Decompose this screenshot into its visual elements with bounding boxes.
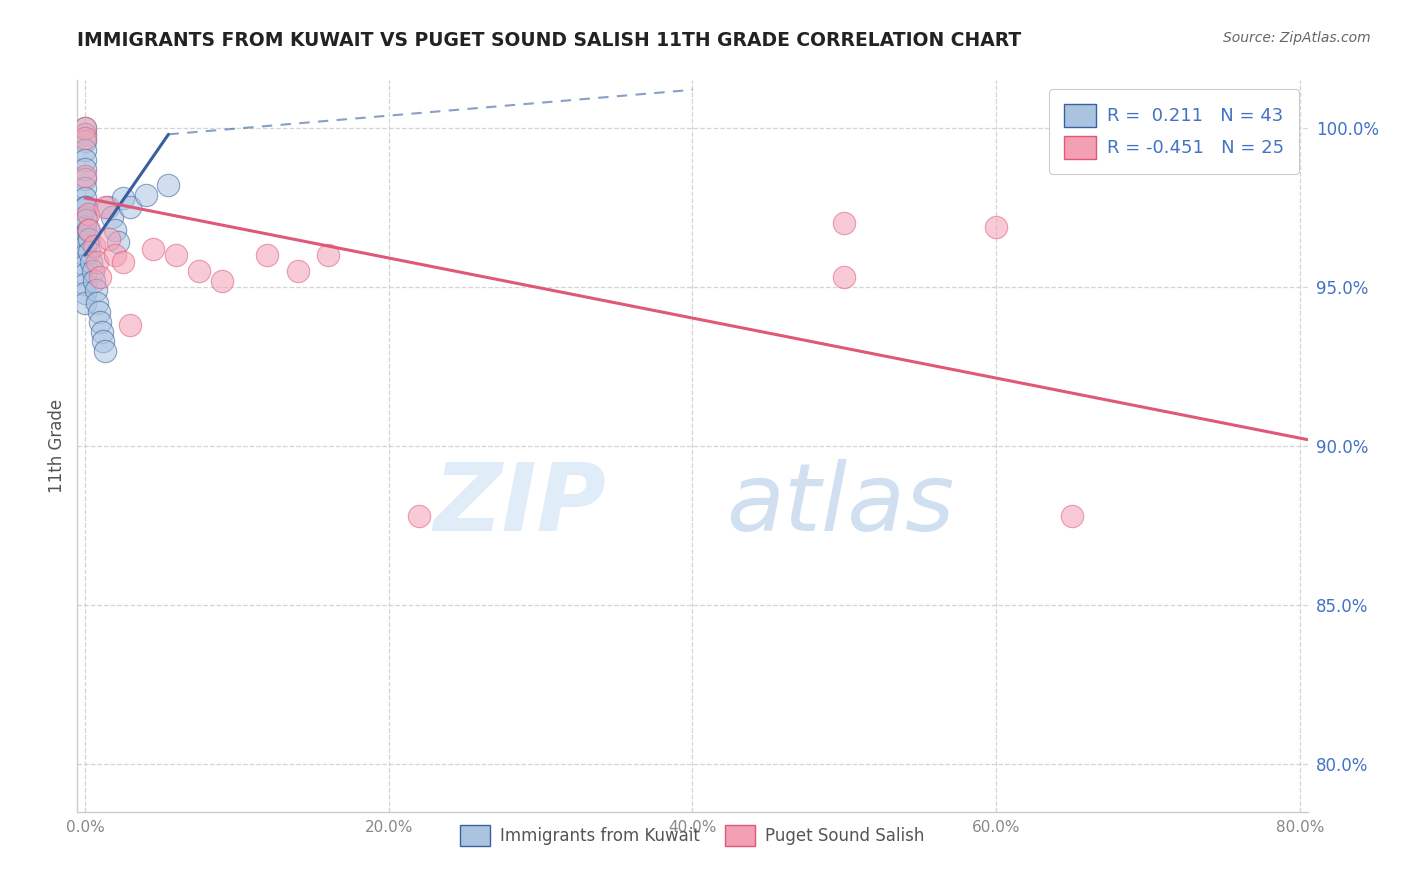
Point [91, 334, 114, 348]
Point [90, 325, 112, 339]
Point [87, 305, 110, 319]
Point [83, 274, 105, 288]
Point [408, 508, 430, 523]
Point [93, 201, 115, 215]
Point [73, 219, 96, 234]
Point [287, 264, 309, 278]
Point [73, 258, 96, 272]
Point [79, 232, 101, 246]
Point [73, 201, 96, 215]
Point [834, 216, 856, 230]
Y-axis label: 11th Grade: 11th Grade [48, 399, 66, 493]
Text: atlas: atlas [725, 459, 955, 550]
Point [79, 245, 101, 260]
Point [73, 277, 96, 291]
Point [111, 254, 134, 268]
Point [75, 213, 97, 227]
Point [157, 178, 180, 193]
Point [77, 223, 100, 237]
Point [73, 191, 96, 205]
Point [73, 120, 96, 135]
Point [73, 286, 96, 301]
Point [80, 254, 103, 268]
Point [84, 283, 107, 297]
Point [104, 223, 127, 237]
Point [101, 210, 124, 224]
Point [73, 238, 96, 252]
Point [107, 235, 129, 250]
Point [316, 248, 339, 262]
Point [120, 318, 142, 333]
Point [135, 187, 157, 202]
Point [77, 207, 100, 221]
Point [73, 130, 96, 145]
Point [73, 267, 96, 281]
Point [73, 172, 96, 186]
Point [93, 343, 115, 358]
Point [1062, 508, 1084, 523]
Point [73, 153, 96, 167]
Point [834, 270, 856, 285]
Point [73, 181, 96, 195]
Point [79, 223, 101, 237]
Point [73, 169, 96, 183]
Text: Source: ZipAtlas.com: Source: ZipAtlas.com [1223, 31, 1371, 45]
Point [75, 201, 97, 215]
Point [73, 134, 96, 148]
Point [211, 274, 233, 288]
Point [104, 248, 127, 262]
Point [986, 219, 1008, 234]
Point [73, 210, 96, 224]
Point [73, 162, 96, 177]
Point [89, 315, 111, 329]
Text: ZIP: ZIP [433, 458, 606, 550]
Point [83, 238, 105, 252]
Point [165, 248, 187, 262]
Point [73, 143, 96, 157]
Text: IMMIGRANTS FROM KUWAIT VS PUGET SOUND SALISH 11TH GRADE CORRELATION CHART: IMMIGRANTS FROM KUWAIT VS PUGET SOUND SA… [77, 31, 1022, 50]
Point [98, 232, 121, 246]
Point [86, 254, 108, 268]
Point [82, 264, 104, 278]
Point [97, 201, 120, 215]
Point [86, 296, 108, 310]
Point [73, 296, 96, 310]
Point [73, 128, 96, 142]
Legend: Immigrants from Kuwait, Puget Sound Salish: Immigrants from Kuwait, Puget Sound Sali… [451, 816, 934, 855]
Point [120, 201, 142, 215]
Point [73, 248, 96, 262]
Point [73, 120, 96, 135]
Point [73, 229, 96, 244]
Point [142, 242, 165, 256]
Point [89, 270, 111, 285]
Point [187, 264, 209, 278]
Point [111, 191, 134, 205]
Point [256, 248, 278, 262]
